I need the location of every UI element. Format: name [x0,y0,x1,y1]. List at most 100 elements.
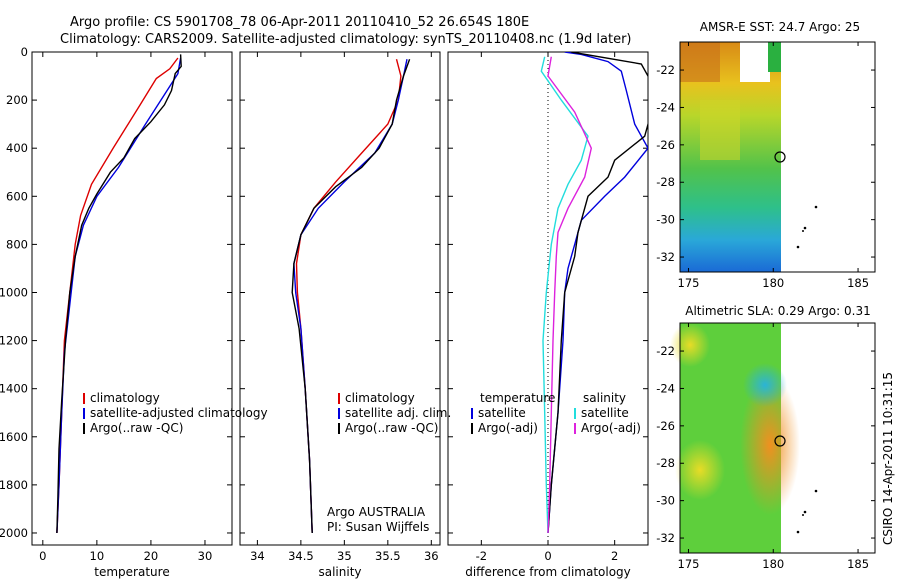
map-x-tick-label: 185 [847,557,869,571]
map-y-tick-label: -32 [656,250,675,264]
y-tick-label: 200 [6,93,28,107]
panel-frame [239,51,441,546]
y-tick-label: 600 [6,189,28,203]
map-x-tick-label: 175 [678,557,700,571]
series-line-salinity-satellite [540,56,589,534]
map-x-tick-label: 185 [847,276,869,290]
series-line-temperature-satellite [547,52,648,534]
series-line-satellite-adjusted-climatology [56,57,182,534]
sla-map-frame [679,322,876,554]
x-tick-label: 30 [198,549,213,563]
x-axis-label: salinity [318,565,361,579]
series-group [56,54,182,534]
y-tick-label: 1800 [0,478,28,492]
sla-map: Altimetric SLA: 0.29 Argo: 0.31 175 180 18… [656,304,876,571]
sla-mid-anomaly [675,440,725,500]
sla-mid-anomaly-2 [670,323,710,367]
x-axis-label: difference from climatology [465,565,631,579]
x-tick-label: 2 [611,549,618,563]
map-y-tick-label: -22 [656,63,675,77]
legend-entry: satellite [478,406,526,420]
legend-entry: Argo(..raw -QC) [90,421,183,435]
legend-entry: Argo(-adj) [478,421,538,435]
map-y-tick-label: -24 [656,100,675,114]
sst-patch [768,42,781,72]
series-line-argo-raw-qc- [56,54,182,534]
y-tick-label: 2000 [0,526,28,540]
series-line-satellite-adj-clim- [293,59,408,534]
sst-islands [796,205,818,249]
y-tick-label: 1400 [0,382,28,396]
map-y-tick-label: -26 [656,138,675,152]
series-line-climatology [56,57,179,534]
side-timestamp: CSIRO 14-Apr-2011 10:31:15 [881,372,895,545]
y-tick-label: 1000 [0,285,28,299]
sst-warm-patch [700,100,740,160]
panel-annotation: Argo AUSTRALIA [327,505,426,519]
x-tick-label: -2 [476,549,487,563]
map-y-tick-label: -26 [656,419,675,433]
series-group [291,58,411,534]
legend-difference: temperaturesatelliteArgo(-adj)salinitysa… [471,391,641,435]
map-y-tick-label: -32 [656,531,675,545]
y-tick-label: 800 [6,237,28,251]
map-x-tick-label: 180 [762,557,784,571]
series-line-temperature-argo-adj- [547,52,648,534]
series-group [540,52,648,534]
sla-map-title: Altimetric SLA: 0.29 Argo: 0.31 [685,304,870,318]
sst-map: AMSR-E SST: 24.7 Argo: 25 175 180 185 -22 -2… [656,20,876,290]
y-tick-label: 1600 [0,430,28,444]
map-y-tick-label: -28 [656,456,675,470]
map-y-tick-label: -30 [656,494,675,508]
sst-land-mask [740,42,770,82]
legend-entry: climatology [90,391,160,405]
map-x-tick-label: 175 [678,276,700,290]
legend-entry: satellite [581,406,629,420]
legend-entry: satellite adj. clim. [345,406,451,420]
sla-islands [796,489,818,534]
series-line-argo-raw-qc- [291,58,411,534]
y-tick-label: 0 [21,45,28,59]
panel-temperature: 0 10 20 30 temperature 0 200 400 600 800 1000 1200 1… [0,45,268,579]
panel-frame [447,51,649,546]
sst-argo-marker [774,151,786,163]
sla-low-anomaly [743,363,787,407]
x-tick-label: 35.5 [375,549,401,563]
x-tick-label: 0 [544,549,551,563]
legend-entry: Argo(-adj) [581,421,641,435]
sla-argo-marker [774,435,786,447]
x-tick-label: 36 [424,549,439,563]
sst-hot-patch [680,42,720,82]
y-tick-label: 400 [6,141,28,155]
x-tick-label: 35 [337,549,352,563]
sla-high-anomaly [740,375,800,515]
x-tick-label: 34.5 [288,549,314,563]
map-y-tick-label: -24 [656,381,675,395]
sst-map-title: AMSR-E SST: 24.7 Argo: 25 [700,20,860,34]
sst-map-frame [679,41,876,273]
x-tick-label: 0 [39,549,46,563]
legend-title-temperature: temperature [480,391,555,405]
series-line-salinity-argo-adj- [547,56,593,534]
x-tick-label: 20 [144,549,159,563]
x-tick-label: 34 [250,549,265,563]
legend-entry: climatology [345,391,415,405]
series-line-climatology [295,59,402,534]
panel-difference: -2 0 2 difference from climatology temperatu… [447,51,649,579]
y-tick-label: 1200 [0,334,28,348]
map-y-tick-label: -22 [656,344,675,358]
legend-title-salinity: salinity [583,391,626,405]
legend-entry: Argo(..raw -QC) [345,421,438,435]
x-tick-label: 10 [90,549,105,563]
panel-annotation: PI: Susan Wijffels [327,520,429,534]
map-y-tick-label: -30 [656,213,675,227]
header-line-2: Climatology: CARS2009. Satellite-adjuste… [60,32,632,47]
header-line-1: Argo profile: CS 5901708_78 06-Apr-2011 … [70,15,529,30]
panel-frame [31,51,233,546]
legend-entry: satellite-adjusted climatology [90,406,268,420]
panel-salinity: 34 34.5 35 35.5 36 salinity climatologysatelli… [239,51,451,579]
x-axis-label: temperature [94,565,169,579]
